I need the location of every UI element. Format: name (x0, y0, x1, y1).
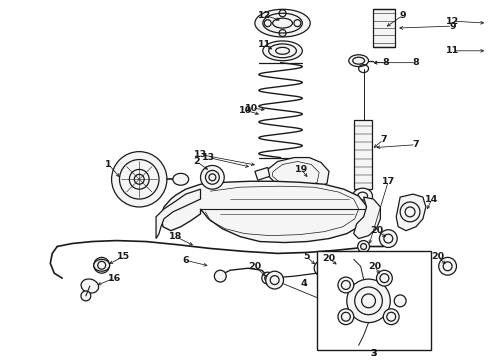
Text: 3: 3 (370, 349, 377, 358)
Polygon shape (161, 181, 367, 243)
Circle shape (383, 309, 399, 325)
Text: 8: 8 (413, 58, 419, 67)
Circle shape (200, 166, 224, 189)
Circle shape (262, 272, 273, 284)
Ellipse shape (94, 259, 110, 271)
Text: 14: 14 (425, 194, 439, 203)
Text: 2: 2 (193, 157, 200, 166)
Circle shape (372, 269, 391, 287)
Ellipse shape (255, 9, 310, 37)
Circle shape (338, 309, 354, 325)
Bar (354, 120, 371, 189)
Circle shape (358, 240, 369, 252)
Text: 8: 8 (382, 58, 389, 67)
Circle shape (394, 295, 406, 307)
Circle shape (112, 152, 167, 207)
Polygon shape (396, 194, 426, 231)
Circle shape (94, 257, 110, 273)
Text: 10: 10 (245, 104, 259, 113)
Circle shape (379, 230, 397, 247)
Ellipse shape (353, 188, 372, 204)
Ellipse shape (173, 174, 189, 185)
Circle shape (214, 270, 226, 282)
Text: 16: 16 (108, 274, 121, 283)
Polygon shape (354, 197, 380, 239)
Text: 7: 7 (380, 135, 387, 144)
Text: 11: 11 (446, 46, 459, 55)
Text: 5: 5 (303, 252, 310, 261)
Text: 10: 10 (239, 105, 251, 114)
Circle shape (330, 259, 348, 277)
Ellipse shape (81, 279, 98, 293)
Ellipse shape (349, 55, 368, 67)
Text: 11: 11 (258, 40, 271, 49)
Text: 18: 18 (169, 232, 182, 241)
Text: 7: 7 (413, 140, 419, 149)
Text: 9: 9 (400, 11, 406, 20)
Text: 1: 1 (105, 160, 112, 169)
Bar (317, 251, 431, 350)
Text: 13: 13 (194, 150, 207, 159)
Text: 4: 4 (301, 279, 308, 288)
Text: 15: 15 (117, 252, 130, 261)
Text: 20: 20 (431, 252, 444, 261)
Text: 9: 9 (449, 22, 456, 31)
Circle shape (314, 260, 330, 276)
Circle shape (338, 277, 354, 293)
Circle shape (439, 257, 457, 275)
Text: 3: 3 (370, 349, 377, 358)
Ellipse shape (350, 307, 373, 338)
Ellipse shape (263, 41, 302, 61)
Text: 6: 6 (182, 256, 189, 265)
Polygon shape (156, 189, 200, 239)
Circle shape (81, 291, 91, 301)
Circle shape (347, 279, 391, 323)
Text: 17: 17 (382, 177, 395, 186)
Circle shape (376, 270, 392, 286)
Text: 12: 12 (258, 11, 271, 20)
Polygon shape (268, 158, 329, 191)
Text: 19: 19 (294, 165, 308, 174)
Bar (373, 9, 395, 47)
Polygon shape (255, 167, 270, 180)
Text: 13: 13 (202, 153, 215, 162)
Text: 20: 20 (368, 262, 381, 271)
Text: 20: 20 (248, 262, 262, 271)
Text: 12: 12 (446, 17, 459, 26)
Text: 20: 20 (370, 226, 383, 235)
Text: 20: 20 (322, 254, 336, 263)
Circle shape (266, 271, 284, 289)
